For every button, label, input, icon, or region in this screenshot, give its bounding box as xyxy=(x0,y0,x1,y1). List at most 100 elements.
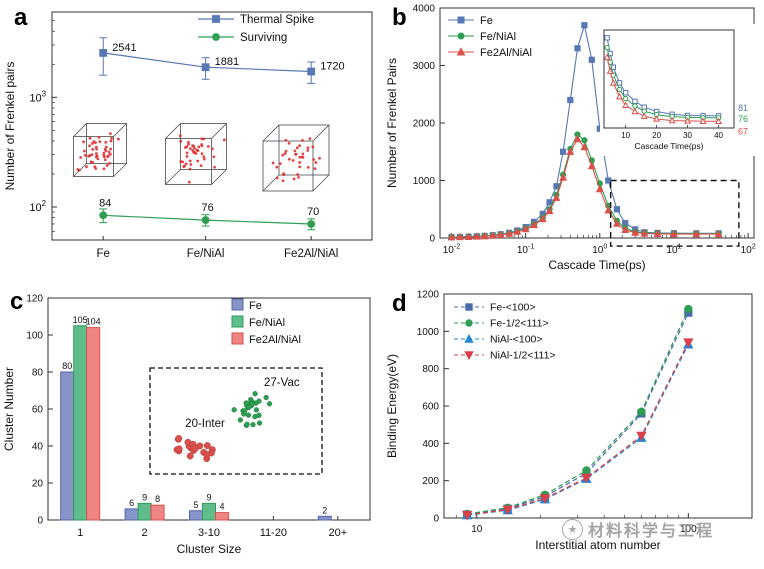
marker-triangle xyxy=(621,225,630,234)
bar-value-label: 4 xyxy=(219,502,224,512)
tick-label: Fe2Al/NiAl xyxy=(284,248,338,260)
panel-d-chart: 0 200 400 600 800 1000 1200 Binding Energy(eV) 1… xyxy=(385,290,753,552)
bar xyxy=(137,502,152,521)
marker-square xyxy=(307,67,316,76)
tick-label: Fe/NiAl xyxy=(187,248,225,260)
marker-triangle xyxy=(616,92,623,100)
simulation-cube-insets xyxy=(73,123,330,192)
series-line xyxy=(467,342,689,516)
marker-triangle xyxy=(595,184,604,193)
marker-triangle xyxy=(653,229,662,238)
tick-label: 200 xyxy=(422,476,439,487)
point-label: 1720 xyxy=(320,61,344,73)
marker-triangle-down xyxy=(683,338,694,349)
tick-label: 20 xyxy=(652,131,661,140)
marker-triangle xyxy=(447,232,456,241)
x-axis: Fe Fe/NiAl Fe2Al/NiAl xyxy=(96,236,338,260)
tick-label: 3-10 xyxy=(198,527,220,539)
tick-label: 0 xyxy=(429,234,435,245)
marker-triangle xyxy=(538,214,547,223)
bar-value-label: 80 xyxy=(62,361,72,371)
y-axis: 0 1000 2000 3000 4000 xyxy=(413,4,445,245)
legend: Thermal Spike Surviving xyxy=(198,14,314,44)
marker-square xyxy=(616,80,623,86)
bar xyxy=(124,508,139,521)
tick-label: 4000 xyxy=(413,4,436,15)
y-axis-title: Cluster Number xyxy=(2,367,16,451)
marker-square xyxy=(546,199,553,206)
tick-label: 0 xyxy=(433,514,439,525)
marker-circle xyxy=(201,216,210,224)
series-Surviving: 84 76 70 xyxy=(99,197,319,231)
marker-triangle xyxy=(488,231,497,239)
marker-circle xyxy=(465,319,473,327)
inset-series-Fe/NiAl: 76 xyxy=(604,44,748,124)
panel-c-chart: 0 20 40 60 80 100 120 Cluster Number 1 2 3-10 11-20… xyxy=(2,294,371,556)
marker-triangle xyxy=(505,229,514,237)
bar xyxy=(189,510,203,521)
bar-value-label: 9 xyxy=(142,492,147,502)
marker-triangle xyxy=(692,229,701,238)
marker-triangle xyxy=(612,219,621,227)
tick-label: 102 xyxy=(741,242,756,257)
marker-circle xyxy=(457,32,465,40)
marker-square xyxy=(201,63,210,72)
plot-border xyxy=(51,11,373,241)
marker-triangle-down xyxy=(581,473,592,484)
panel-b: 0 1000 2000 3000 4000 Number of Frenkel Pairs… xyxy=(382,0,764,284)
panel-a: 102 103 Number of Frenkel pairs Fe Fe/NiAl Fe… xyxy=(0,0,382,284)
tick-label: 11-20 xyxy=(260,527,287,539)
marker-square xyxy=(560,148,567,155)
marker-square xyxy=(588,56,595,63)
tick-label: 101 xyxy=(666,242,681,257)
y-axis: 0 20 40 60 80 100 120 xyxy=(26,294,53,527)
marker-circle xyxy=(604,44,610,51)
marker-triangle xyxy=(573,134,582,143)
x-axis-title: Interstitial atom number xyxy=(535,538,660,552)
bar xyxy=(215,512,229,521)
marker-triangle xyxy=(631,107,639,115)
series-Fe2Al/NiAl xyxy=(447,134,723,241)
panel-d-letter: d xyxy=(392,290,407,317)
plot-c: 0 20 40 60 80 100 120 Cluster Number 1 2 3-10 11-20… xyxy=(2,294,371,556)
tick-label: 103 xyxy=(29,89,46,104)
point-label: 76 xyxy=(201,202,213,214)
series-Thermal Spike: 2541 1881 1720 xyxy=(99,37,345,84)
marker-circle xyxy=(684,304,693,314)
bar-value-label: 104 xyxy=(86,317,101,327)
marker-square xyxy=(574,45,581,52)
inset-end-label: 81 xyxy=(738,103,748,113)
point-label: 1881 xyxy=(215,56,239,68)
marker-triangle xyxy=(653,115,661,122)
tick-label: 10-2 xyxy=(443,242,461,257)
marker-square xyxy=(604,35,610,41)
marker-triangle xyxy=(513,227,522,235)
tick-label: 1 xyxy=(77,527,83,539)
marker-circle xyxy=(307,220,316,228)
marker-triangle-down xyxy=(464,351,474,361)
tick-label: 40 xyxy=(32,442,44,453)
legend-label: Fe-<100> xyxy=(490,302,536,314)
legend: Fe Fe/NiAl Fe2Al/NiAl xyxy=(231,298,301,346)
legend-label: Fe xyxy=(249,300,262,312)
point-label: 70 xyxy=(307,206,319,218)
marker-triangle-down xyxy=(636,431,647,442)
legend-label: Surviving xyxy=(240,32,287,44)
marker-triangle xyxy=(521,224,530,233)
tick-label: 100 xyxy=(592,242,607,257)
bar-value-label: 105 xyxy=(73,315,88,325)
series-NiAl-1/2<111> xyxy=(461,338,694,521)
legend-label: Fe/NiAl xyxy=(249,317,285,329)
marker-triangle xyxy=(545,206,554,215)
legend-label: NiAl-1/2<111> xyxy=(490,350,556,362)
inset-series-Fe: 81 xyxy=(604,35,748,119)
marker-square xyxy=(212,15,220,23)
x-axis-title: Cluster Size xyxy=(177,542,242,556)
marker-triangle xyxy=(670,229,678,238)
defect-cube xyxy=(262,124,330,192)
marker-square xyxy=(457,16,465,24)
inset-x-axis-title: Cascade Time(ps) xyxy=(635,141,704,151)
marker-triangle-down xyxy=(502,505,513,516)
bar-value-label: 8 xyxy=(155,494,160,504)
bar xyxy=(202,502,216,521)
